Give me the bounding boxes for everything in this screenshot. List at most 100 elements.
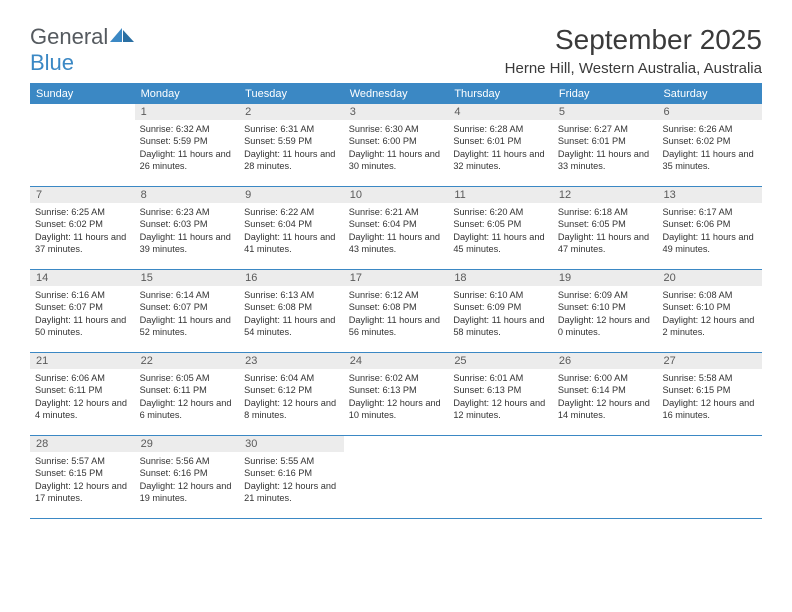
sunrise-text: Sunrise: 6:22 AM [244,206,339,218]
calendar-page: General Blue September 2025 Herne Hill, … [0,0,792,543]
daylight-text: Daylight: 11 hours and 30 minutes. [349,148,444,173]
day-body: Sunrise: 5:56 AMSunset: 6:16 PMDaylight:… [135,452,240,509]
day-body: Sunrise: 6:04 AMSunset: 6:12 PMDaylight:… [239,369,344,426]
title-block: September 2025 Herne Hill, Western Austr… [505,24,762,77]
daylight-text: Daylight: 12 hours and 2 minutes. [662,314,757,339]
day-cell: 27Sunrise: 5:58 AMSunset: 6:15 PMDayligh… [657,353,762,435]
daylight-text: Daylight: 12 hours and 10 minutes. [349,397,444,422]
sunrise-text: Sunrise: 6:17 AM [662,206,757,218]
weekday-monday: Monday [135,84,240,104]
day-body: Sunrise: 6:28 AMSunset: 6:01 PMDaylight:… [448,120,553,177]
day-body: Sunrise: 6:12 AMSunset: 6:08 PMDaylight:… [344,286,449,343]
day-number: 29 [135,436,240,452]
day-number: 3 [344,104,449,120]
day-cell: 3Sunrise: 6:30 AMSunset: 6:00 PMDaylight… [344,104,449,186]
day-body: Sunrise: 6:05 AMSunset: 6:11 PMDaylight:… [135,369,240,426]
sunrise-text: Sunrise: 6:26 AM [662,123,757,135]
day-body: Sunrise: 6:10 AMSunset: 6:09 PMDaylight:… [448,286,553,343]
day-body: Sunrise: 6:16 AMSunset: 6:07 PMDaylight:… [30,286,135,343]
day-cell: 30 Sunrise: 5:55 AMSunset: 6:16 PMDayligh… [239,436,344,518]
sunrise-text: Sunrise: 6:04 AM [244,372,339,384]
sunrise-text: Sunrise: 5:56 AM [140,455,235,467]
sunrise-text: Sunrise: 5:57 AM [35,455,130,467]
sunrise-text: Sunrise: 6:18 AM [558,206,653,218]
day-number: 30 [239,436,344,452]
day-number: 4 [448,104,553,120]
day-number: 6 [657,104,762,120]
day-body: Sunrise: 5:58 AMSunset: 6:15 PMDaylight:… [657,369,762,426]
day-body: Sunrise: 6:09 AMSunset: 6:10 PMDaylight:… [553,286,658,343]
sunrise-text: Sunrise: 6:09 AM [558,289,653,301]
sunset-text: Sunset: 6:06 PM [662,218,757,230]
daylight-text: Daylight: 11 hours and 54 minutes. [244,314,339,339]
day-body: Sunrise: 6:06 AMSunset: 6:11 PMDaylight:… [30,369,135,426]
week-row: 28Sunrise: 5:57 AMSunset: 6:15 PMDayligh… [30,436,762,519]
sunrise-text: Sunrise: 6:27 AM [558,123,653,135]
sunset-text: Sunset: 6:16 PM [244,467,339,479]
day-number [553,436,658,440]
day-cell: 8Sunrise: 6:23 AMSunset: 6:03 PMDaylight… [135,187,240,269]
day-number: 14 [30,270,135,286]
daylight-text: Daylight: 11 hours and 39 minutes. [140,231,235,256]
sunrise-text: Sunrise: 6:25 AM [35,206,130,218]
daylight-text: Daylight: 11 hours and 47 minutes. [558,231,653,256]
day-cell: 17Sunrise: 6:12 AMSunset: 6:08 PMDayligh… [344,270,449,352]
day-number: 7 [30,187,135,203]
day-number: 26 [553,353,658,369]
sunrise-text: Sunrise: 6:16 AM [35,289,130,301]
sunset-text: Sunset: 6:10 PM [662,301,757,313]
sunset-text: Sunset: 6:13 PM [349,384,444,396]
daylight-text: Daylight: 12 hours and 14 minutes. [558,397,653,422]
day-cell: 2Sunrise: 6:31 AMSunset: 5:59 PMDaylight… [239,104,344,186]
logo: General Blue [30,24,136,76]
sunrise-text: Sunrise: 6:02 AM [349,372,444,384]
logo-part2: Blue [30,50,74,75]
daylight-text: Daylight: 12 hours and 0 minutes. [558,314,653,339]
weekday-friday: Friday [553,84,658,104]
day-number: 10 [344,187,449,203]
weekday-tuesday: Tuesday [239,84,344,104]
day-cell: 10Sunrise: 6:21 AMSunset: 6:04 PMDayligh… [344,187,449,269]
day-number: 9 [239,187,344,203]
sunrise-text: Sunrise: 6:05 AM [140,372,235,384]
weekday-header-row: Sunday Monday Tuesday Wednesday Thursday… [30,84,762,104]
sunset-text: Sunset: 6:02 PM [35,218,130,230]
sunset-text: Sunset: 6:05 PM [558,218,653,230]
sunrise-text: Sunrise: 6:28 AM [453,123,548,135]
sunset-text: Sunset: 6:10 PM [558,301,653,313]
week-row: 14Sunrise: 6:16 AMSunset: 6:07 PMDayligh… [30,270,762,353]
day-number: 1 [135,104,240,120]
week-row: 7 Sunrise: 6:25 AMSunset: 6:02 PM Daylight… [30,187,762,270]
day-number: 20 [657,270,762,286]
logo-part1: General [30,24,108,49]
day-number: 13 [657,187,762,203]
day-body: Sunrise: 6:26 AMSunset: 6:02 PMDaylight:… [657,120,762,177]
day-cell [553,436,658,518]
day-number: 24 [344,353,449,369]
day-cell: 6Sunrise: 6:26 AMSunset: 6:02 PMDaylight… [657,104,762,186]
sunset-text: Sunset: 6:00 PM [349,135,444,147]
sunset-text: Sunset: 6:07 PM [140,301,235,313]
sunrise-text: Sunrise: 5:55 AM [244,455,339,467]
sunset-text: Sunset: 6:08 PM [349,301,444,313]
day-body: Sunrise: 6:13 AMSunset: 6:08 PMDaylight:… [239,286,344,343]
day-number [30,104,135,108]
daylight-text: Daylight: 12 hours and 21 minutes. [244,480,339,505]
sunset-text: Sunset: 5:59 PM [140,135,235,147]
day-cell: 14Sunrise: 6:16 AMSunset: 6:07 PMDayligh… [30,270,135,352]
day-number: 11 [448,187,553,203]
day-body: Sunrise: 6:17 AMSunset: 6:06 PMDaylight:… [657,203,762,260]
day-body: Sunrise: 6:18 AMSunset: 6:05 PMDaylight:… [553,203,658,260]
daylight-text: Daylight: 12 hours and 19 minutes. [140,480,235,505]
daylight-text: Daylight: 12 hours and 8 minutes. [244,397,339,422]
day-body: Sunrise: 6:02 AMSunset: 6:13 PMDaylight:… [344,369,449,426]
day-cell: 13Sunrise: 6:17 AMSunset: 6:06 PMDayligh… [657,187,762,269]
day-cell: 16Sunrise: 6:13 AMSunset: 6:08 PMDayligh… [239,270,344,352]
day-cell: 24Sunrise: 6:02 AMSunset: 6:13 PMDayligh… [344,353,449,435]
sunrise-text: Sunrise: 6:13 AM [244,289,339,301]
day-number: 16 [239,270,344,286]
sunrise-text: Sunrise: 6:14 AM [140,289,235,301]
weekday-saturday: Saturday [657,84,762,104]
sunset-text: Sunset: 5:59 PM [244,135,339,147]
sunrise-text: Sunrise: 6:00 AM [558,372,653,384]
